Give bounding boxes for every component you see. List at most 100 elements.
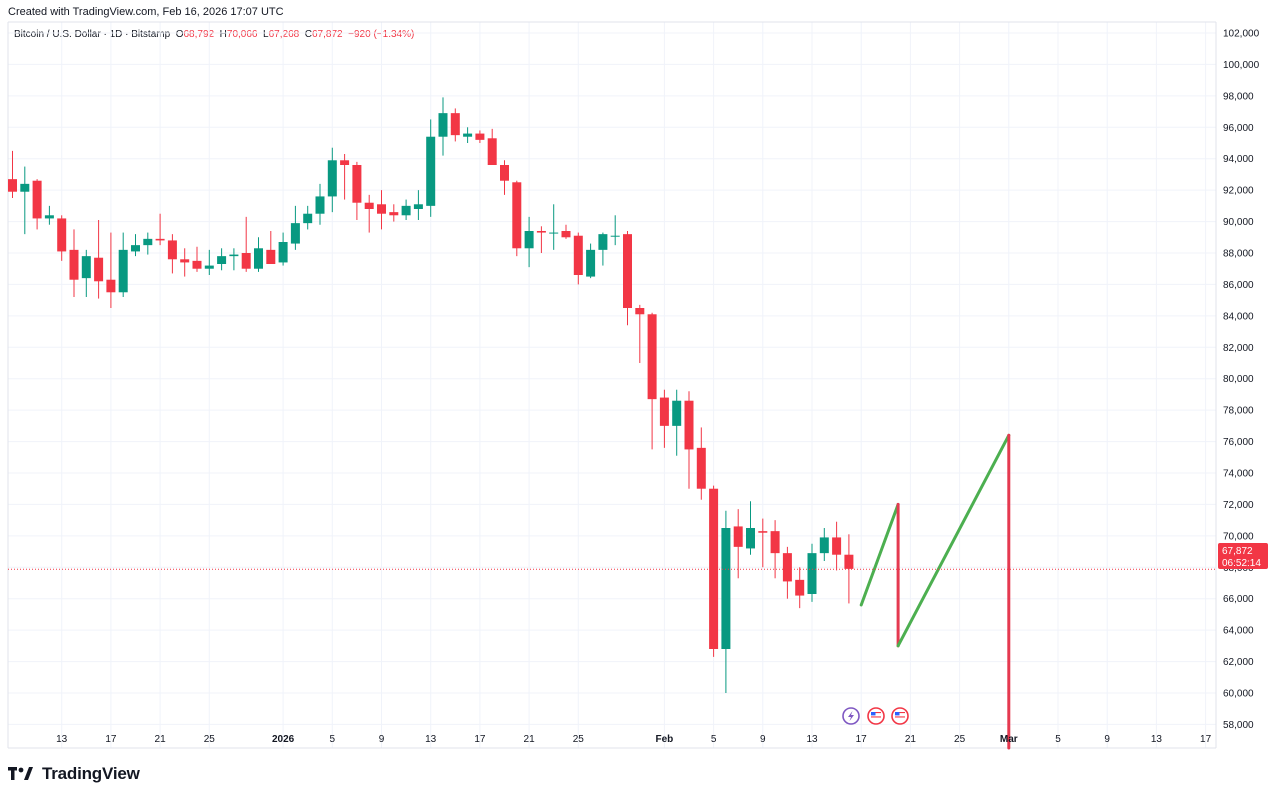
- candle-body: [573, 235, 583, 275]
- date-tick-label: 13: [1151, 734, 1163, 745]
- flag-icon-ring: [867, 707, 885, 725]
- lightning-icon[interactable]: [842, 707, 860, 725]
- candle-body: [217, 256, 227, 264]
- candle-body: [266, 249, 276, 264]
- flag-icon-canton: [895, 712, 900, 716]
- last-price-label: 67,872 06:52:14: [1218, 543, 1268, 569]
- tradingview-logo-text: TradingView: [42, 764, 140, 783]
- candle-body: [352, 165, 362, 203]
- price-tick-label: 98,000: [1223, 91, 1254, 102]
- candle-body: [782, 553, 792, 582]
- price-tick-label: 78,000: [1223, 406, 1254, 417]
- date-tick-label: 13: [56, 734, 68, 745]
- price-tick-label: 102,000: [1223, 29, 1260, 40]
- flag-icon-stripe: [871, 718, 881, 720]
- candle-body: [524, 231, 534, 249]
- candle-body: [94, 257, 104, 282]
- candle-body: [204, 265, 214, 269]
- open-label: O: [175, 29, 184, 40]
- date-tick-label: Feb: [656, 734, 674, 745]
- candle-body: [8, 179, 17, 192]
- date-tick-label: 17: [105, 734, 117, 745]
- candle-body: [131, 245, 140, 252]
- date-tick-label: 25: [573, 734, 585, 745]
- flag-icon-stripe: [871, 712, 881, 714]
- candle-body: [623, 234, 632, 308]
- price-tick-label: 88,000: [1223, 249, 1254, 260]
- date-tick-label: 5: [1055, 734, 1061, 745]
- candle-body: [106, 279, 116, 293]
- flag-icon-stripe: [895, 716, 905, 718]
- candle-body: [143, 238, 153, 246]
- candle-body: [635, 308, 645, 315]
- date-tick-label: Mar: [1000, 734, 1018, 745]
- date-tick-label: 5: [330, 734, 336, 745]
- candle-body: [844, 554, 854, 569]
- countdown-value: 06:52:14: [1222, 558, 1261, 569]
- candle-body: [672, 400, 682, 426]
- date-tick-label: 13: [806, 734, 818, 745]
- tradingview-logo-icon: [8, 767, 33, 780]
- candle-body: [192, 260, 202, 269]
- economic-events[interactable]: [842, 707, 909, 725]
- projection-segment: [859, 502, 900, 607]
- candle-body: [290, 223, 300, 244]
- candle-body: [598, 234, 608, 250]
- last-price-label-bg: [1218, 543, 1268, 569]
- candle-body: [795, 579, 805, 596]
- flag-icon-stripe: [871, 716, 881, 718]
- candle-body: [229, 254, 239, 257]
- candle-body: [426, 136, 436, 206]
- us-flag-icon[interactable]: [891, 707, 909, 725]
- tradingview-logo[interactable]: TradingView: [8, 764, 140, 784]
- candle-body: [758, 531, 768, 533]
- candle-body: [463, 133, 473, 137]
- candle-body: [487, 138, 497, 165]
- candle-body: [69, 249, 79, 280]
- candle-body: [180, 259, 190, 263]
- candle-body: [807, 553, 817, 594]
- date-tick-label: 9: [1104, 734, 1110, 745]
- candle-body: [155, 238, 165, 241]
- time-axis[interactable]: 13 17 21 25 2026 5 9 13 17 21 25 Feb 5 9 13 17 21 25 Mar 5 9…: [56, 734, 1211, 745]
- low-label: L: [263, 29, 269, 40]
- candle-body: [746, 528, 755, 549]
- price-tick-label: 72,000: [1223, 500, 1254, 511]
- candle-body: [315, 196, 325, 214]
- date-tick-label: 25: [204, 734, 216, 745]
- date-tick-label: 21: [905, 734, 917, 745]
- price-tick-label: 70,000: [1223, 531, 1254, 542]
- us-flag-icon[interactable]: [867, 707, 885, 725]
- price-axis[interactable]: 58,00060,00062,00064,00066,00068,00070,0…: [1223, 29, 1260, 731]
- candle-body: [819, 537, 829, 554]
- candle-body: [340, 160, 350, 165]
- candle-body: [167, 240, 177, 260]
- price-tick-label: 90,000: [1223, 217, 1254, 228]
- candles: [8, 97, 854, 693]
- symbol-title: Bitcoin / U.S. Dollar · 1D · Bitstamp: [14, 29, 171, 40]
- price-tick-label: 60,000: [1223, 689, 1254, 700]
- flag-icon-stripe: [871, 714, 881, 716]
- candle-body: [832, 537, 842, 555]
- candle-body: [647, 314, 657, 400]
- candle-body: [659, 397, 669, 426]
- candle-body: [254, 248, 263, 269]
- price-tick-label: 64,000: [1223, 626, 1254, 637]
- low-value: 67,268: [268, 29, 300, 40]
- price-tick-label: 86,000: [1223, 280, 1254, 291]
- date-tick-label: 13: [425, 734, 437, 745]
- candle-body: [549, 232, 559, 234]
- high-label: H: [219, 29, 227, 40]
- candle-body: [475, 133, 485, 140]
- candle-body: [500, 165, 509, 181]
- date-tick-label: 9: [379, 734, 385, 745]
- candle-body: [721, 528, 731, 649]
- price-tick-label: 62,000: [1223, 657, 1254, 668]
- date-tick-label: 2026: [272, 734, 295, 745]
- date-tick-label: 17: [1200, 734, 1212, 745]
- candle-body: [684, 400, 694, 450]
- date-tick-label: 25: [954, 734, 966, 745]
- candle-body: [278, 242, 288, 263]
- flag-icon-ring: [891, 707, 909, 725]
